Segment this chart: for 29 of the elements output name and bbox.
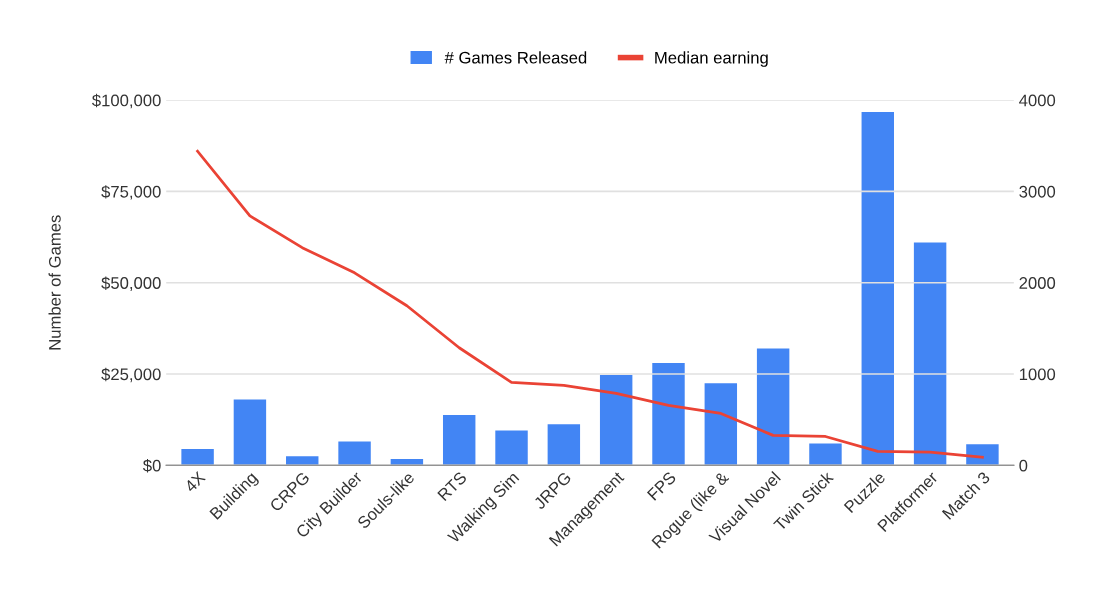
x-tick-label: 4X bbox=[183, 470, 206, 493]
y-tick-label: $0 bbox=[142, 459, 161, 473]
bar bbox=[913, 242, 947, 466]
bar bbox=[652, 363, 685, 466]
bar bbox=[547, 424, 581, 466]
bar bbox=[495, 430, 528, 466]
y2-tick-label: 3000 bbox=[1019, 185, 1056, 198]
bar bbox=[861, 112, 894, 466]
y-tick-label: $50,000 bbox=[101, 276, 161, 291]
y2-tick-label: 1000 bbox=[1019, 368, 1056, 381]
y2-tick-label: 2000 bbox=[1019, 277, 1056, 289]
y-axis-title: Number of Games bbox=[48, 215, 61, 350]
bar bbox=[809, 443, 842, 466]
legend-label: Median earning bbox=[655, 51, 768, 67]
y2-tick-label: 0 bbox=[1019, 459, 1028, 472]
legend-label: # Games Released bbox=[444, 51, 587, 64]
bar bbox=[704, 383, 738, 466]
y-tick-label: $75,000 bbox=[101, 185, 161, 200]
bar bbox=[756, 348, 790, 466]
bar bbox=[599, 374, 633, 466]
y-tick-label: $100,000 bbox=[92, 93, 161, 109]
bar bbox=[233, 399, 267, 466]
bar bbox=[338, 441, 371, 466]
y2-tick-label: 4000 bbox=[1019, 94, 1056, 107]
bar bbox=[442, 415, 476, 466]
bar bbox=[181, 448, 214, 466]
y-tick-label: $25,000 bbox=[101, 367, 161, 383]
line-series bbox=[196, 149, 984, 459]
bar bbox=[966, 444, 999, 466]
